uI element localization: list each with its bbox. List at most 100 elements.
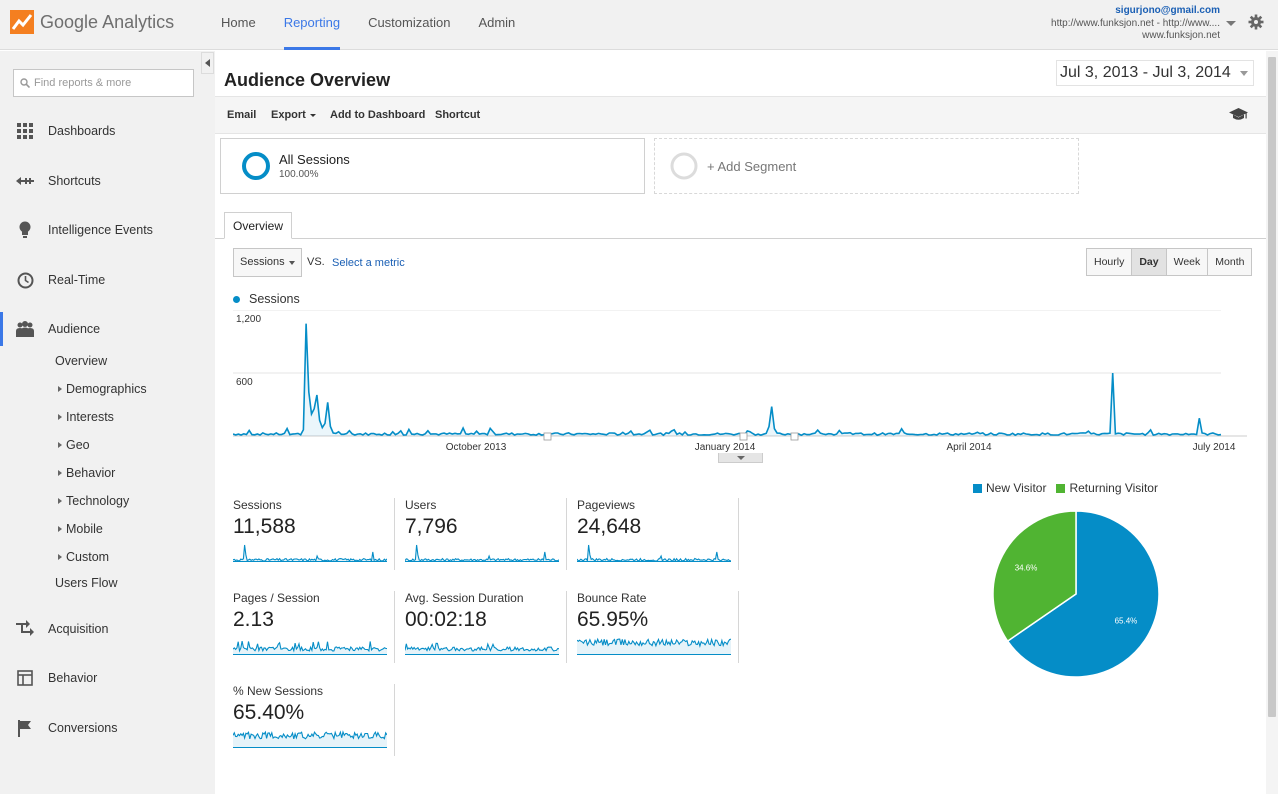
pie-legend-returning-visitor[interactable]: Returning Visitor — [1056, 481, 1158, 495]
sidebar-item-label: Real-Time — [48, 273, 106, 287]
sidebar-item-label: Behavior — [48, 671, 98, 685]
kpi-users[interactable]: Users 7,796 — [405, 498, 567, 570]
sidebar-sub-behavior[interactable]: Behavior — [55, 466, 115, 480]
nav-customization[interactable]: Customization — [368, 15, 451, 30]
kpi-pageviews[interactable]: Pageviews 24,648 — [577, 498, 739, 570]
pie-slice-label: 65.4% — [1115, 616, 1138, 625]
date-range-picker[interactable]: Jul 3, 2013 - Jul 3, 2014 — [1056, 60, 1254, 86]
nav-home[interactable]: Home — [221, 15, 256, 30]
sidebar-item-label: Dashboards — [48, 124, 116, 138]
account-selector[interactable]: sigurjono@gmail.com http://www.funksjon.… — [1051, 5, 1236, 43]
sidebar-sub-technology[interactable]: Technology — [55, 494, 129, 508]
chevron-left-icon — [205, 59, 210, 67]
grid-icon — [15, 121, 35, 141]
hourly-button[interactable]: Hourly — [1087, 249, 1132, 275]
shortcut-button[interactable]: Shortcut — [435, 109, 481, 121]
email-button[interactable]: Email — [227, 109, 257, 121]
pie-slice-label: 34.6% — [1015, 564, 1038, 573]
account-email: sigurjono@gmail.com — [1115, 5, 1220, 16]
add-segment-button[interactable]: + Add Segment — [654, 138, 1079, 194]
vs-label: VS. — [307, 256, 325, 268]
page-title: Audience Overview — [224, 70, 391, 90]
sidebar-sub-users-flow[interactable]: Users Flow — [55, 576, 118, 590]
collapse-sidebar-button[interactable] — [201, 52, 214, 74]
sparkline-line — [405, 544, 559, 562]
segment-all-sessions[interactable]: All Sessions 100.00% — [220, 138, 645, 194]
gear-icon[interactable] — [1248, 14, 1264, 30]
chart-resize-handle[interactable] — [718, 453, 763, 463]
account-view: www.funksjon.net — [1142, 30, 1220, 41]
sidebar-sub-geo[interactable]: Geo — [55, 438, 90, 452]
sidebar: Dashboards Shortcuts Intelligence Events… — [0, 51, 215, 794]
sparkline-line — [233, 640, 387, 653]
sidebar-item-intelligence-events[interactable]: Intelligence Events — [0, 216, 215, 244]
kpi-sparkline — [405, 642, 559, 655]
sidebar-sub-mobile[interactable]: Mobile — [55, 522, 103, 536]
pie-legend-new-visitor[interactable]: New Visitor — [973, 481, 1046, 495]
scrollbar-thumb[interactable] — [1268, 57, 1276, 717]
granularity-buttons: Hourly Day Week Month — [1086, 248, 1253, 276]
sidebar-item-real-time[interactable]: Real-Time — [0, 266, 215, 294]
vertical-scrollbar[interactable] — [1266, 51, 1278, 794]
sessions-line-chart[interactable]: 1,200 600 October 2013 January 2014 April 20… — [233, 310, 1247, 458]
x-tick-label: January 2014 — [695, 442, 756, 453]
sidebar-sub-custom[interactable]: Custom — [55, 550, 109, 564]
kpi-new-sessions[interactable]: % New Sessions 65.40% — [233, 684, 395, 756]
x-tick-label: April 2014 — [946, 442, 991, 453]
week-button[interactable]: Week — [1165, 249, 1208, 275]
series-line-sessions — [233, 323, 1222, 437]
visitor-type-pie-chart[interactable]: 65.4% 34.6% — [991, 509, 1161, 679]
select-metric-link[interactable]: Select a metric — [332, 257, 405, 269]
chevron-down-icon — [289, 261, 295, 265]
sidebar-sub-overview[interactable]: Overview — [55, 354, 108, 368]
people-icon — [15, 319, 35, 339]
add-to-dashboard-button[interactable]: Add to Dashboard — [330, 109, 426, 121]
search-input[interactable] — [34, 77, 184, 89]
sparkline-area — [233, 641, 387, 655]
kpi-avg-session-duration[interactable]: Avg. Session Duration 00:02:18 — [405, 591, 567, 663]
kpi-bounce-rate[interactable]: Bounce Rate 65.95% — [577, 591, 739, 663]
sidebar-item-label: Audience — [48, 322, 101, 336]
sparkline-line — [233, 730, 387, 741]
sidebar-item-conversions[interactable]: Conversions — [0, 714, 215, 742]
sidebar-item-label: Acquisition — [48, 622, 109, 636]
kpi-value: 00:02:18 — [405, 608, 487, 631]
google-analytics-logo[interactable]: Google Analytics — [10, 10, 174, 34]
kpi-label: Bounce Rate — [577, 591, 647, 605]
sidebar-item-dashboards[interactable]: Dashboards — [0, 117, 215, 145]
segment-percentage: 100.00% — [279, 169, 319, 180]
kpi-sparkline — [405, 544, 559, 562]
legend-label: Sessions — [249, 292, 300, 306]
legend-swatch — [233, 295, 240, 303]
search-box[interactable] — [13, 69, 194, 97]
sidebar-item-label: Shortcuts — [48, 174, 101, 188]
nav-reporting[interactable]: Reporting — [283, 0, 341, 50]
chevron-down-icon — [309, 113, 316, 117]
report-toolbar: Email Export Add to Dashboard Shortcut — [215, 96, 1266, 134]
x-tick-label: October 2013 — [446, 442, 507, 453]
expand-arrow-icon — [58, 526, 62, 532]
sidebar-item-shortcuts[interactable]: Shortcuts — [0, 167, 215, 195]
export-button[interactable]: Export — [271, 109, 316, 121]
sidebar-sub-demographics[interactable]: Demographics — [55, 382, 147, 396]
graduation-cap-icon[interactable] — [1229, 108, 1248, 121]
nav-admin[interactable]: Admin — [478, 15, 516, 30]
chevron-down-icon[interactable] — [1226, 21, 1236, 26]
sidebar-item-behavior[interactable]: Behavior — [0, 664, 215, 692]
expand-arrow-icon — [58, 442, 62, 448]
sidebar-item-audience[interactable]: Audience — [0, 312, 215, 346]
expand-arrow-icon — [58, 554, 62, 560]
tab-overview[interactable]: Overview — [224, 212, 293, 239]
month-button[interactable]: Month — [1207, 249, 1252, 275]
sparkline-area — [577, 545, 731, 562]
sparkline-line — [405, 642, 559, 653]
metric-dropdown[interactable]: Sessions — [233, 248, 302, 277]
day-button[interactable]: Day — [1131, 249, 1166, 275]
kpi-pages-per-session[interactable]: Pages / Session 2.13 — [233, 591, 395, 663]
acquisition-arrows-icon — [15, 619, 35, 639]
kpi-label: Pageviews — [577, 498, 636, 512]
sidebar-item-acquisition[interactable]: Acquisition — [0, 615, 215, 643]
sparkline-line — [577, 637, 731, 648]
kpi-sessions[interactable]: Sessions 11,588 — [233, 498, 395, 570]
sidebar-sub-interests[interactable]: Interests — [55, 410, 114, 424]
